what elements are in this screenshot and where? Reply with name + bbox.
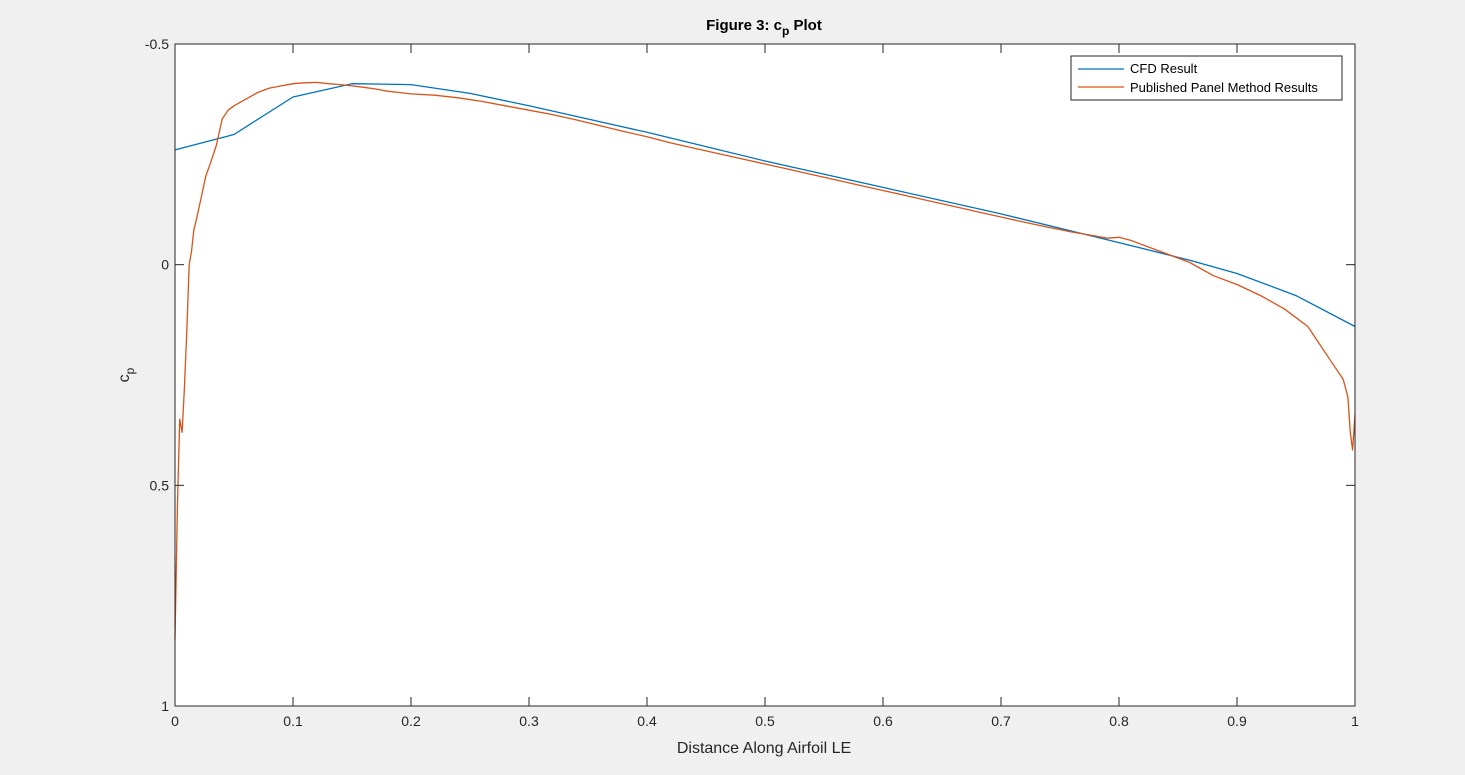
chart-title-suffix: Plot: [789, 17, 822, 34]
y-axis-label-subscript: p: [123, 367, 137, 374]
series-layer: [174, 81, 1356, 640]
y-tick-label-1: 0: [161, 257, 169, 273]
x-tick-label-9: 0.9: [1227, 713, 1247, 729]
plot-area: [175, 44, 1355, 706]
series-line-cfd-result: [174, 83, 1356, 328]
x-tick-label-2: 0.2: [401, 713, 421, 729]
chart-title-main: Figure 3: c: [706, 17, 782, 34]
x-axis-label: Distance Along Airfoil LE: [677, 740, 851, 757]
x-tick-label-5: 0.5: [755, 713, 775, 729]
legend-label-published-panel-method-results: Published Panel Method Results: [1130, 80, 1318, 95]
x-tick-label-7: 0.7: [991, 713, 1011, 729]
y-tick-label-3: 1: [161, 698, 169, 714]
x-tick-label-1: 0.1: [283, 713, 303, 729]
legend-label-cfd-result: CFD Result: [1130, 61, 1198, 76]
y-tick-label-2: 0.5: [150, 477, 170, 493]
legend-box: [1070, 55, 1343, 101]
y-tick-group: -0.5 0 0.5 1: [145, 36, 1355, 714]
x-tick-label-6: 0.6: [873, 713, 893, 729]
x-tick-group: 0 0.1 0.2 0.3 0.4 0.5 0.6 0.7 0.8 0.9 1: [171, 44, 1359, 729]
x-tick-label-3: 0.3: [519, 713, 539, 729]
chart-title: Figure 3: cp Plot: [706, 17, 822, 38]
x-tick-label-0: 0: [171, 713, 179, 729]
x-tick-label-4: 0.4: [637, 713, 657, 729]
x-tick-label-8: 0.8: [1109, 713, 1129, 729]
x-tick-label-10: 1: [1351, 713, 1359, 729]
series-line-published-panel-method-results: [174, 81, 1356, 640]
y-axis-label-main: c: [116, 374, 133, 382]
legend[interactable]: CFD Result Published Panel Method Result…: [1070, 55, 1343, 101]
y-axis-label: cp: [116, 367, 137, 382]
chart-title-subscript: p: [782, 24, 789, 38]
y-tick-label-0: -0.5: [145, 36, 169, 52]
